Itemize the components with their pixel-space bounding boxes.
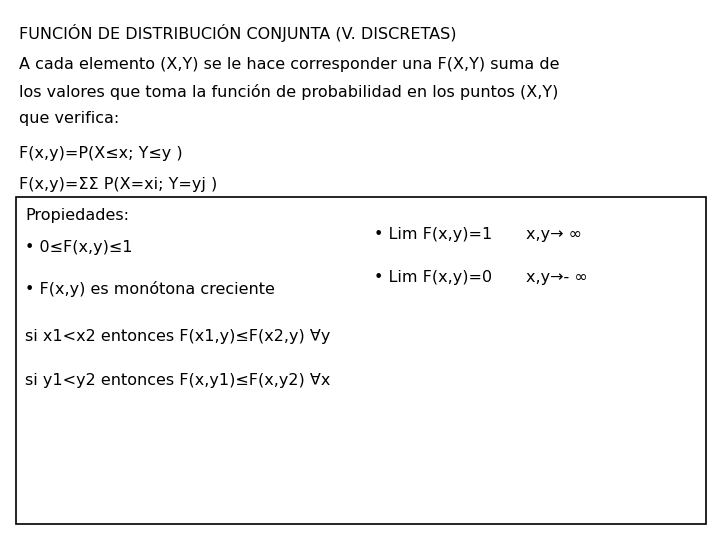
Text: x,y→ ∞: x,y→ ∞ [526,227,582,242]
Text: FUNCIÓN DE DISTRIBUCIÓN CONJUNTA (V. DISCRETAS): FUNCIÓN DE DISTRIBUCIÓN CONJUNTA (V. DIS… [19,24,457,42]
Bar [16,197,706,524]
Text: • Lim F(x,y)=1: • Lim F(x,y)=1 [374,227,492,242]
Text: • 0≤F(x,y)≤1: • 0≤F(x,y)≤1 [25,240,132,255]
Text: • Lim F(x,y)=0: • Lim F(x,y)=0 [374,270,492,285]
Text: si y1<y2 entonces F(x,y1)≤F(x,y2) ∀x: si y1<y2 entonces F(x,y1)≤F(x,y2) ∀x [25,373,330,388]
Text: F(x,y)=ΣΣ P(X=xi; Y=yj ): F(x,y)=ΣΣ P(X=xi; Y=yj ) [19,177,217,192]
Text: A cada elemento (X,Y) se le hace corresponder una F(X,Y) suma de: A cada elemento (X,Y) se le hace corresp… [19,57,560,72]
Text: • F(x,y) es monótona creciente: • F(x,y) es monótona creciente [25,281,275,297]
Text: Propiedades:: Propiedades: [25,208,129,223]
Text: si x1<x2 entonces F(x1,y)≤F(x2,y) ∀y: si x1<x2 entonces F(x1,y)≤F(x2,y) ∀y [25,329,330,345]
Text: F(x,y)=P(X≤x; Y≤y ): F(x,y)=P(X≤x; Y≤y ) [19,146,183,161]
Text: que verifica:: que verifica: [19,111,120,126]
Text: los valores que toma la función de probabilidad en los puntos (X,Y): los valores que toma la función de proba… [19,84,559,100]
Text: x,y→- ∞: x,y→- ∞ [526,270,588,285]
